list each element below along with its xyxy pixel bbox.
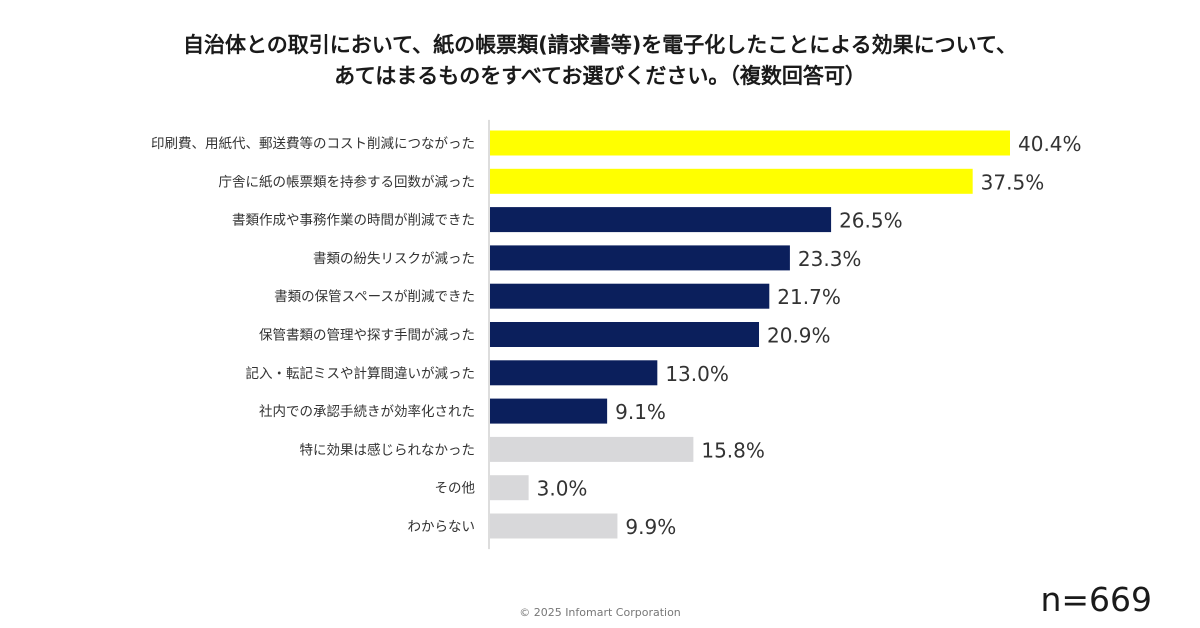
value-label: 9.1% [615, 400, 666, 424]
category-label: 印刷費、用紙代、郵送費等のコスト削減につながった [151, 135, 475, 152]
chart-title: 自治体との取引において、紙の帳票類(請求書等)を電子化したことによる効果について… [0, 30, 1200, 92]
category-label: その他 [435, 481, 476, 497]
category-label: 保管書類の管理や探す手間が減った [259, 327, 475, 344]
copyright-footer: © 2025 Infomart Corporation [519, 606, 681, 619]
sample-size: n=669 [1040, 580, 1152, 619]
value-label: 37.5% [981, 170, 1045, 194]
category-label: 特に効果は感じられなかった [300, 441, 476, 458]
value-label: 23.3% [798, 247, 862, 271]
bar [490, 168, 973, 194]
bar [490, 207, 832, 233]
bar [490, 513, 618, 539]
value-labels: 40.4% 37.5% 26.5% 23.3% 21.7% 20.9% 13.0% 9.1% 1… [537, 132, 1082, 539]
bar [490, 475, 529, 501]
category-label: 書類の紛失リスクが減った [313, 250, 475, 267]
bar [490, 130, 1010, 156]
bar [490, 322, 760, 347]
category-label: 書類の保管スペースが削減できた [274, 288, 475, 305]
bar [490, 360, 658, 386]
bar [490, 245, 790, 271]
bars [490, 130, 1010, 539]
bar [490, 398, 608, 424]
category-label: 庁舎に紙の帳票類を持参する回数が減った [219, 173, 476, 190]
value-label: 40.4% [1018, 132, 1082, 156]
category-labels: 印刷費、用紙代、郵送費等のコスト削減につながった庁舎に紙の帳票類を持参する回数が… [151, 135, 475, 535]
value-label: 9.9% [625, 515, 676, 539]
category-label: 書類作成や事務作業の時間が削減できた [232, 212, 475, 229]
category-label: 社内での承認手続きが効率化された [259, 403, 475, 420]
category-label: 記入・転記ミスや計算間違いが減った [246, 365, 476, 382]
chart-title-line-2: あてはまるものをすべてお選びください。（複数回答可） [334, 64, 866, 88]
bar [490, 283, 770, 309]
value-label: 13.0% [665, 362, 729, 386]
value-label: 26.5% [839, 209, 903, 233]
chart-title-line-1: 自治体との取引において、紙の帳票類(請求書等)を電子化したことによる効果について… [183, 33, 1017, 57]
value-label: 20.9% [767, 324, 831, 348]
bar [490, 436, 694, 462]
category-label: わからない [408, 519, 476, 535]
value-label: 21.7% [777, 285, 841, 309]
value-label: 3.0% [537, 477, 588, 501]
value-label: 15.8% [701, 438, 765, 462]
